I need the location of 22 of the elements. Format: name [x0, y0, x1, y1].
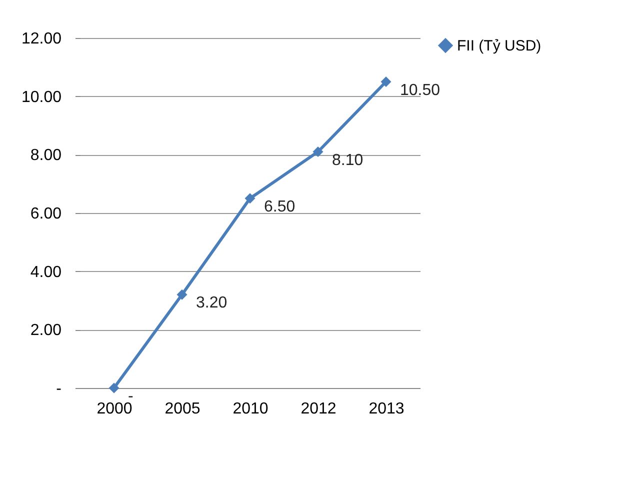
point	[312, 146, 324, 157]
data-label: 6.50	[264, 198, 296, 216]
point	[244, 193, 256, 204]
data-label: 3.20	[196, 294, 228, 312]
y-tick-label: 6.00	[30, 206, 62, 222]
data-label: 10.50	[400, 82, 440, 99]
y-tick-label: 2.00	[30, 322, 62, 340]
x-tick-label: 2010	[232, 400, 268, 418]
point	[176, 289, 188, 300]
y-tick-label: 12.00	[21, 30, 62, 48]
y-tick-label: 10.00	[21, 88, 62, 106]
legend-label: FII (Tỷ USD)	[457, 38, 542, 54]
x-tick-label: 2005	[164, 400, 200, 418]
x-tick-label: 2013	[368, 400, 404, 418]
data-label: 8.10	[332, 152, 364, 169]
x-tick-label: 2012	[300, 400, 336, 418]
x-tick-label: 2000	[96, 400, 132, 418]
y-tick-label: 8.00	[30, 147, 62, 164]
y-tick-label: -	[56, 380, 62, 398]
point	[108, 382, 120, 394]
point	[380, 76, 392, 87]
y-tick-label: 4.00	[30, 264, 62, 281]
